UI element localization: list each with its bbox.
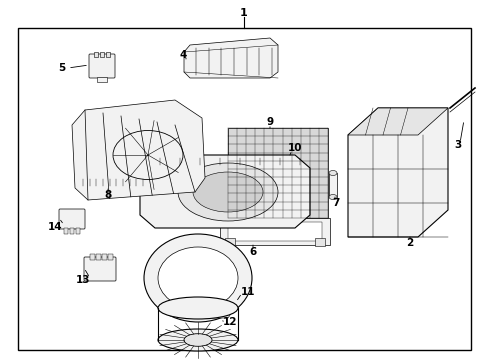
Polygon shape (204, 302, 235, 318)
Text: 5: 5 (58, 63, 65, 73)
Text: 2: 2 (406, 238, 413, 248)
Bar (76, 228, 80, 234)
Ellipse shape (158, 329, 238, 351)
Bar (106, 52, 110, 57)
Bar (90, 254, 95, 260)
Bar (94, 52, 98, 57)
Text: 4: 4 (179, 50, 186, 60)
Text: 11: 11 (240, 287, 255, 297)
Bar (224, 238, 235, 246)
Bar (64, 228, 68, 234)
Polygon shape (227, 128, 327, 218)
Ellipse shape (328, 194, 336, 199)
Polygon shape (183, 38, 278, 78)
Text: 8: 8 (104, 190, 111, 200)
Polygon shape (347, 108, 447, 237)
Ellipse shape (178, 163, 278, 221)
Polygon shape (347, 108, 447, 135)
Bar (102, 254, 107, 260)
Text: 1: 1 (240, 8, 247, 18)
Polygon shape (140, 155, 309, 228)
Bar (70, 228, 74, 234)
Text: 12: 12 (223, 317, 237, 327)
Text: 13: 13 (76, 275, 90, 285)
Text: 9: 9 (266, 117, 273, 127)
Ellipse shape (143, 234, 251, 322)
Bar (328, 173, 336, 197)
Bar (97, 77, 107, 82)
Bar (18, 28, 470, 350)
Ellipse shape (158, 297, 238, 319)
Polygon shape (227, 222, 321, 241)
Text: 14: 14 (48, 222, 62, 232)
Bar (100, 52, 104, 57)
Polygon shape (72, 100, 204, 200)
Polygon shape (220, 218, 329, 245)
Bar (314, 238, 325, 246)
Ellipse shape (193, 172, 263, 212)
Text: 7: 7 (332, 198, 339, 208)
Ellipse shape (183, 334, 212, 346)
Ellipse shape (158, 247, 238, 309)
Text: 10: 10 (287, 143, 302, 153)
FancyBboxPatch shape (84, 257, 116, 281)
Bar (78, 174, 150, 188)
Text: 3: 3 (453, 140, 461, 150)
Bar (108, 254, 113, 260)
FancyBboxPatch shape (59, 209, 85, 229)
FancyBboxPatch shape (89, 54, 115, 78)
Text: 6: 6 (249, 247, 256, 257)
Bar (96, 254, 101, 260)
Ellipse shape (328, 171, 336, 176)
